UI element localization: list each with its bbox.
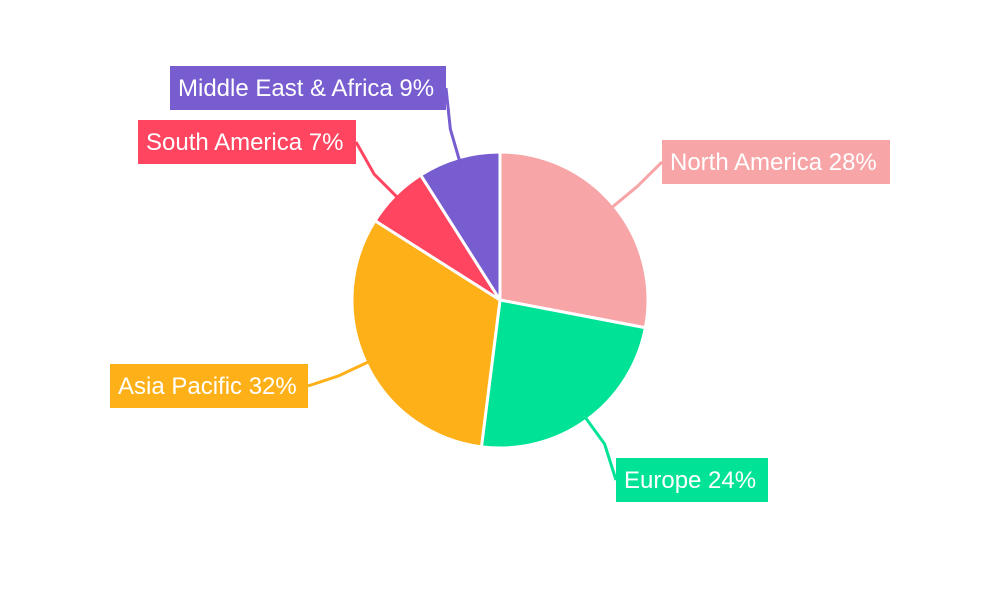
data-label-text-north-america: North America 28% xyxy=(670,149,877,176)
labels-layer: North America 28% Europe 24% Asia Pacific … xyxy=(110,66,890,502)
data-label-text-south-america: South America 7% xyxy=(146,129,343,156)
pie-slice-europe xyxy=(479,298,647,450)
data-label-box-europe xyxy=(616,458,768,502)
pie-slice-north-america xyxy=(498,150,650,330)
data-label-europe: Europe 24% xyxy=(616,458,768,502)
data-label-text-middle-east-and-africa: Middle East & Africa 9% xyxy=(178,75,434,102)
data-label-middle-east-and-africa: Middle East & Africa 9% xyxy=(170,66,446,110)
data-label-text-asia-pacific: Asia Pacific 32% xyxy=(118,373,297,400)
leader-line-europe xyxy=(584,417,618,481)
leaders-layer xyxy=(307,87,664,481)
leader-line-asia-pacific xyxy=(307,360,369,388)
leader-line-middle-east-and-africa xyxy=(444,87,461,161)
leader-line-north-america xyxy=(611,160,664,209)
data-label-north-america: North America 28% xyxy=(662,140,890,184)
leader-line-south-america xyxy=(354,141,398,198)
data-label-text-europe: Europe 24% xyxy=(624,467,756,494)
data-label-box-middle-east-and-africa xyxy=(170,66,446,110)
data-label-south-america: South America 7% xyxy=(138,120,356,164)
data-label-box-south-america xyxy=(138,120,356,164)
data-label-box-asia-pacific xyxy=(110,364,308,408)
data-label-box-north-america xyxy=(662,140,890,184)
data-label-asia-pacific: Asia Pacific 32% xyxy=(110,364,308,408)
